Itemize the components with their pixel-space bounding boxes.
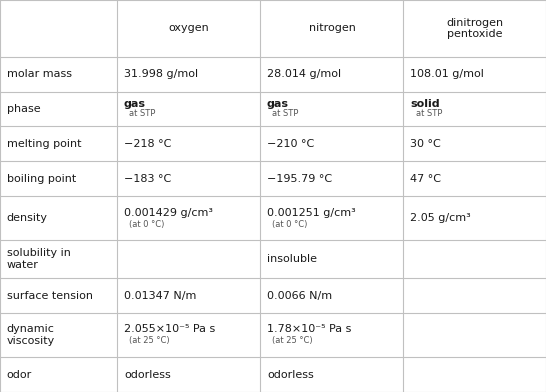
Text: 0.0066 N/m: 0.0066 N/m xyxy=(267,290,332,301)
Text: 0.001251 g/cm³: 0.001251 g/cm³ xyxy=(267,207,356,218)
Text: insoluble: insoluble xyxy=(267,254,317,264)
Text: at STP: at STP xyxy=(416,109,442,118)
Text: (at 0 °C): (at 0 °C) xyxy=(272,220,308,229)
Text: 2.055×10⁻⁵ Pa s: 2.055×10⁻⁵ Pa s xyxy=(124,324,215,334)
Text: density: density xyxy=(7,213,48,223)
Text: melting point: melting point xyxy=(7,139,81,149)
Text: 108.01 g/mol: 108.01 g/mol xyxy=(410,69,484,79)
Text: gas: gas xyxy=(124,100,146,109)
Text: 0.001429 g/cm³: 0.001429 g/cm³ xyxy=(124,207,213,218)
Text: (at 25 °C): (at 25 °C) xyxy=(272,336,313,345)
Text: solid: solid xyxy=(410,100,440,109)
Text: at STP: at STP xyxy=(129,109,156,118)
Text: (at 25 °C): (at 25 °C) xyxy=(129,336,170,345)
Text: 2.05 g/cm³: 2.05 g/cm³ xyxy=(410,213,471,223)
Text: dynamic
viscosity: dynamic viscosity xyxy=(7,324,55,346)
Text: oxygen: oxygen xyxy=(169,24,209,33)
Text: (at 0 °C): (at 0 °C) xyxy=(129,220,165,229)
Text: surface tension: surface tension xyxy=(7,290,93,301)
Text: gas: gas xyxy=(267,100,289,109)
Text: 31.998 g/mol: 31.998 g/mol xyxy=(124,69,198,79)
Text: molar mass: molar mass xyxy=(7,69,72,79)
Text: 1.78×10⁻⁵ Pa s: 1.78×10⁻⁵ Pa s xyxy=(267,324,352,334)
Text: 47 °C: 47 °C xyxy=(410,174,441,184)
Text: odorless: odorless xyxy=(124,370,171,379)
Text: 0.01347 N/m: 0.01347 N/m xyxy=(124,290,197,301)
Text: phase: phase xyxy=(7,104,40,114)
Text: at STP: at STP xyxy=(272,109,299,118)
Text: 28.014 g/mol: 28.014 g/mol xyxy=(267,69,341,79)
Text: −218 °C: −218 °C xyxy=(124,139,171,149)
Text: −183 °C: −183 °C xyxy=(124,174,171,184)
Text: −210 °C: −210 °C xyxy=(267,139,314,149)
Text: odor: odor xyxy=(7,370,32,379)
Text: 30 °C: 30 °C xyxy=(410,139,441,149)
Text: dinitrogen
pentoxide: dinitrogen pentoxide xyxy=(446,18,503,39)
Text: −195.79 °C: −195.79 °C xyxy=(267,174,332,184)
Text: solubility in
water: solubility in water xyxy=(7,249,70,270)
Text: nitrogen: nitrogen xyxy=(308,24,355,33)
Text: boiling point: boiling point xyxy=(7,174,76,184)
Text: odorless: odorless xyxy=(267,370,314,379)
